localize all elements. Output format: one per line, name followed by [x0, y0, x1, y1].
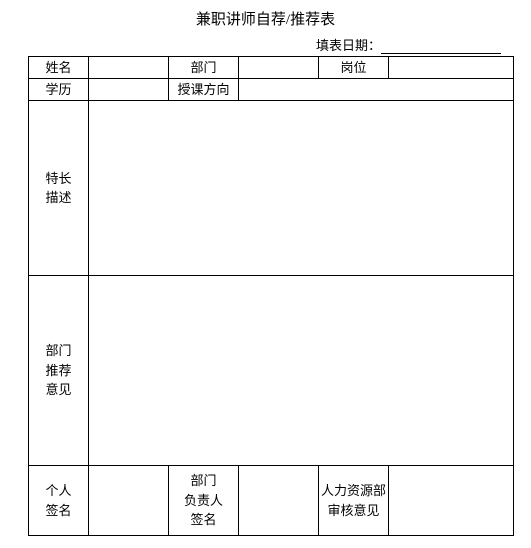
date-row: 填表日期： — [10, 35, 521, 54]
page-title: 兼职讲师自荐/推荐表 — [10, 8, 521, 29]
value-edu — [89, 79, 169, 101]
label-hr-review: 人力资源部 审核意见 — [319, 466, 389, 536]
row-recommend: 部门 推荐 意见 — [29, 276, 514, 466]
label-strength: 特长 描述 — [29, 101, 89, 276]
value-name — [89, 57, 169, 79]
value-strength — [89, 101, 514, 276]
label-recommend-l1: 部门 — [45, 343, 71, 358]
label-strength-l1: 特长 — [45, 171, 71, 186]
label-dept-sign-l3: 签名 — [190, 512, 216, 527]
form-table: 姓名 部门 岗位 学历 授课方向 特长 描述 部门 推荐 意见 个人 签名 — [28, 56, 514, 536]
label-recommend: 部门 推荐 意见 — [29, 276, 89, 466]
label-hr-review-l2: 审核意见 — [327, 503, 379, 518]
label-personal-sign-l1: 个人 — [45, 483, 71, 498]
label-hr-review-l1: 人力资源部 — [321, 483, 386, 498]
row-basic-1: 姓名 部门 岗位 — [29, 57, 514, 79]
value-direction — [239, 79, 514, 101]
label-post: 岗位 — [319, 57, 389, 79]
value-hr-review — [389, 466, 514, 536]
label-dept-sign-l1: 部门 — [190, 473, 216, 488]
label-dept-sign-l2: 负责人 — [184, 493, 223, 508]
row-basic-2: 学历 授课方向 — [29, 79, 514, 101]
date-label: 填表日期： — [316, 38, 381, 53]
value-dept-sign — [239, 466, 319, 536]
row-strength: 特长 描述 — [29, 101, 514, 276]
value-recommend — [89, 276, 514, 466]
label-strength-l2: 描述 — [45, 190, 71, 205]
value-dept — [239, 57, 319, 79]
label-recommend-l3: 意见 — [45, 382, 71, 397]
value-personal-sign — [89, 466, 169, 536]
label-personal-sign: 个人 签名 — [29, 466, 89, 536]
label-direction: 授课方向 — [169, 79, 239, 101]
label-dept-sign: 部门 负责人 签名 — [169, 466, 239, 536]
row-signatures: 个人 签名 部门 负责人 签名 人力资源部 审核意见 — [29, 466, 514, 536]
label-name: 姓名 — [29, 57, 89, 79]
label-personal-sign-l2: 签名 — [45, 503, 71, 518]
label-recommend-l2: 推荐 — [45, 363, 71, 378]
value-post — [389, 57, 514, 79]
label-dept: 部门 — [169, 57, 239, 79]
label-edu: 学历 — [29, 79, 89, 101]
date-blank-line — [381, 40, 501, 54]
